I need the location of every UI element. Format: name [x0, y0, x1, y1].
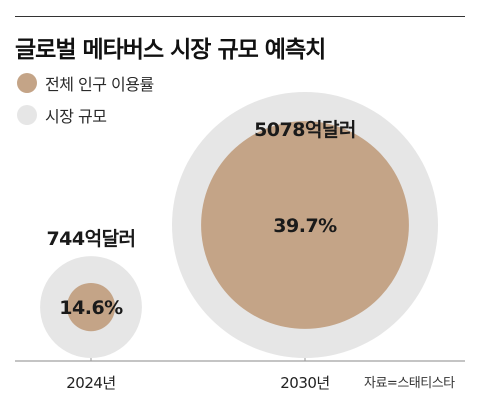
legend-label-usage: 전체 인구 이용률: [45, 75, 154, 94]
legend: 전체 인구 이용률 시장 규모: [17, 70, 154, 134]
x-tick-label: 2030년: [280, 374, 329, 392]
source-note: 자료=스태티스타: [364, 376, 455, 391]
legend-swatch-market: [17, 105, 37, 125]
usage-rate-label: 39.7%: [273, 215, 337, 237]
chart-title: 글로벌 메타버스 시장 규모 예측치: [15, 37, 326, 63]
legend-label-market: 시장 규모: [45, 107, 107, 126]
top-rule: [15, 16, 465, 17]
legend-swatch-usage: [17, 73, 37, 93]
x-tick-label: 2024년: [66, 374, 115, 392]
market-size-label: 5078억달러: [254, 119, 356, 141]
usage-rate-bubble: [201, 121, 409, 329]
market-size-label: 744억달러: [46, 228, 135, 250]
legend-item-market: 시장 규모: [17, 102, 154, 128]
usage-rate-bubble: [66, 282, 116, 332]
usage-rate-label: 14.6%: [59, 297, 123, 319]
legend-item-usage: 전체 인구 이용률: [17, 70, 154, 96]
